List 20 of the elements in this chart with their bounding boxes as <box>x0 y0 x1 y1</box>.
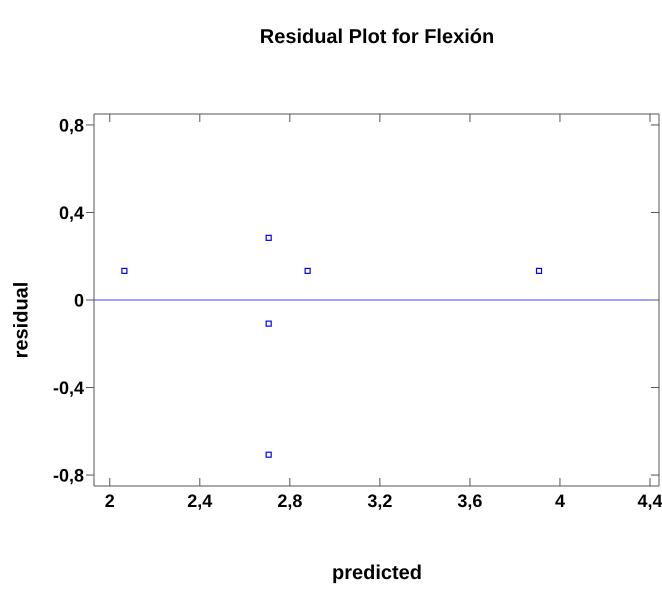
chart-title: Residual Plot for Flexión <box>258 26 496 49</box>
y-tick-label: 0,4 <box>58 202 84 223</box>
point <box>536 268 542 274</box>
x-tick-label: 2,8 <box>277 490 302 511</box>
y-tick-label: -0,8 <box>52 465 84 486</box>
x-tick-label: 4 <box>554 490 565 511</box>
point <box>121 268 128 274</box>
y-tick-label: 0,8 <box>58 115 84 136</box>
y-tick-label: -0,4 <box>52 378 84 398</box>
y-tick-label: 0 <box>74 290 84 310</box>
x-axis-title: predicted <box>330 562 424 585</box>
point <box>266 234 272 241</box>
point <box>266 452 272 458</box>
x-tick-label: 2,4 <box>187 490 212 511</box>
y-axis-title: residual <box>10 282 34 358</box>
x-tick-label: 3,6 <box>457 490 482 511</box>
point <box>304 268 311 274</box>
x-tick-label: 3,2 <box>367 490 392 511</box>
point <box>266 320 272 327</box>
x-tick-label: 2 <box>104 490 115 511</box>
